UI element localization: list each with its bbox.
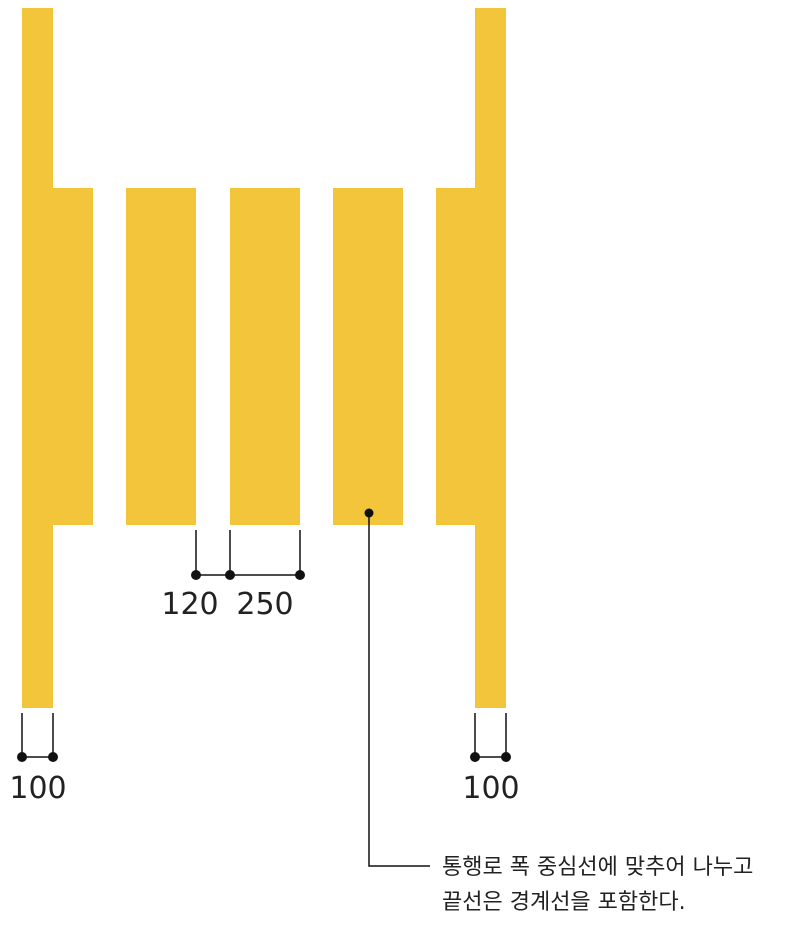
note-leader bbox=[364, 508, 430, 867]
note-line-1: 통행로 폭 중심선에 맞추어 나누고 bbox=[442, 855, 753, 880]
right-edge-stripe bbox=[436, 188, 506, 525]
left-edge-dimension-label: 100 bbox=[9, 771, 66, 806]
dimension-dot bbox=[470, 752, 480, 762]
right-edge-dimension bbox=[470, 713, 511, 762]
dimension-dot bbox=[191, 570, 201, 580]
crosswalk-stripe-3 bbox=[333, 188, 403, 525]
dimension-dot bbox=[295, 570, 305, 580]
gap-dimension-label: 120 bbox=[161, 587, 218, 622]
stripe-width-dimension-label: 250 bbox=[236, 587, 293, 622]
dimension-dot bbox=[17, 752, 27, 762]
dimension-dot bbox=[501, 752, 511, 762]
crosswalk-stripe-2 bbox=[230, 188, 300, 525]
dimension-dot bbox=[225, 570, 235, 580]
right-edge-dimension-label: 100 bbox=[462, 771, 519, 806]
left-edge-stripe bbox=[22, 188, 93, 525]
left-edge-dimension bbox=[17, 713, 58, 762]
dimension-dot bbox=[48, 752, 58, 762]
right-edge-marking bbox=[436, 8, 506, 708]
left-edge-marking bbox=[22, 8, 93, 708]
gap-stripe-dimension bbox=[191, 530, 305, 580]
leader-line bbox=[368, 513, 430, 867]
note-line-2: 끝선은 경계선을 포함한다. bbox=[442, 890, 686, 915]
crosswalk-stripe-1 bbox=[126, 188, 196, 525]
